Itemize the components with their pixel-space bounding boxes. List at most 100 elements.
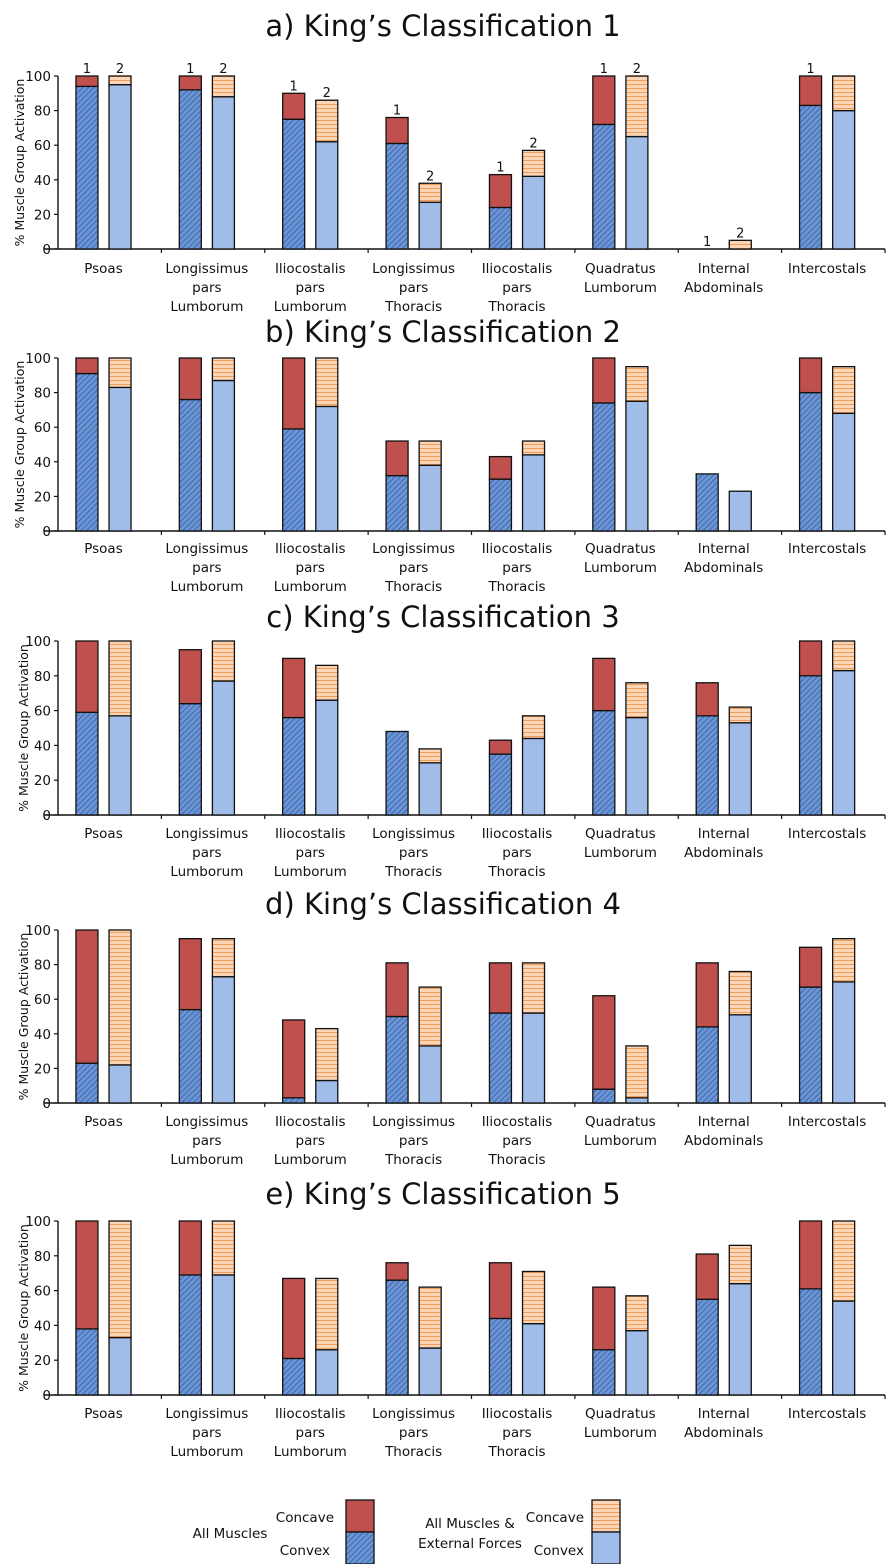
bar-convex-all-muscles (75, 1062, 99, 1104)
bar-convex-external-forces (315, 141, 339, 250)
y-tick-label: 60 (34, 138, 51, 154)
chart-title: a) King’s Classification 1 (265, 9, 620, 43)
x-category-label: Internal (698, 1406, 750, 1422)
bar-concave-all-muscles (695, 682, 719, 717)
x-category-label: pars (192, 1133, 221, 1149)
bar-concave-external-forces (832, 75, 856, 112)
x-category-label: Iliocostalis (275, 1114, 346, 1130)
x-category-label: pars (192, 1425, 221, 1441)
x-category-label: Thoracis (384, 1152, 442, 1168)
x-category-label: Lumborum (274, 1444, 347, 1460)
bar-concave-all-muscles (178, 938, 202, 1011)
x-category-label: Psoas (84, 541, 123, 557)
x-category-label: Lumborum (170, 1444, 243, 1460)
x-category-label: Thoracis (384, 864, 442, 880)
x-category-label: Abdominals (684, 1425, 763, 1441)
bar-convex-all-muscles (592, 1088, 616, 1104)
x-category-label: Thoracis (487, 299, 545, 315)
bar-convex-external-forces (728, 1014, 752, 1104)
x-category-label: Intercostals (788, 261, 866, 277)
bar-concave-all-muscles (592, 995, 616, 1090)
y-tick-label: 100 (25, 1214, 51, 1230)
bar-concave-all-muscles (488, 962, 513, 1014)
x-category-label: Lumborum (584, 1133, 657, 1149)
bar-label: 1 (290, 79, 298, 94)
bar-convex-external-forces (832, 1300, 856, 1396)
bar-convex-external-forces (521, 1323, 546, 1396)
bar-convex-all-muscles (695, 1026, 719, 1104)
legend-group-external-forces: External Forces (418, 1536, 522, 1552)
bar-concave-external-forces (315, 1027, 339, 1082)
x-category-label: Lumborum (170, 1152, 243, 1168)
x-category-label: pars (399, 560, 428, 576)
bar-convex-all-muscles (178, 1274, 202, 1396)
x-category-label: Abdominals (684, 845, 763, 861)
x-category-label: Thoracis (384, 1444, 442, 1460)
chart-panel-5: e) King’s Classification 5 % Muscle Group… (16, 1177, 886, 1460)
bar-concave-external-forces (418, 986, 442, 1047)
x-category-label: Iliocostalis (482, 1114, 553, 1130)
x-category-label: pars (502, 845, 531, 861)
bar-convex-external-forces (418, 464, 442, 532)
bar-concave-external-forces (211, 938, 236, 978)
x-category-label: pars (502, 1133, 531, 1149)
y-axis-label: % Muscle Group Activation (16, 644, 31, 812)
y-tick-label: 0 (42, 1388, 51, 1404)
y-tick-label: 60 (34, 420, 51, 436)
y-tick-label: 40 (34, 1027, 51, 1043)
x-category-label: Quadratus (585, 541, 656, 557)
chart-panel-2: b) King’s Classification 2 % Muscle Group… (12, 315, 886, 595)
x-category-label: Psoas (84, 1114, 123, 1130)
chart-panel-3: c) King’s Classification 3 % Muscle Group… (16, 600, 886, 880)
x-category-label: pars (296, 280, 325, 296)
bar-convex-external-forces (108, 715, 132, 816)
bar-convex-all-muscles (592, 1349, 616, 1396)
x-category-label: Thoracis (487, 1152, 545, 1168)
legend-group-external-forces: All Muscles & (425, 1516, 515, 1532)
x-category-label: Quadratus (585, 1406, 656, 1422)
bar-concave-external-forces (211, 1220, 236, 1276)
y-tick-label: 0 (42, 524, 51, 540)
x-category-label: Iliocostalis (482, 826, 553, 842)
bar-label: 1 (496, 161, 504, 176)
x-category-label: Longissimus (372, 541, 455, 557)
x-category-label: Thoracis (487, 579, 545, 595)
bar-concave-external-forces (521, 962, 546, 1014)
y-tick-label: 0 (42, 242, 51, 258)
chart-panel-1: a) King’s Classification 1 % Muscle Group… (12, 9, 886, 315)
legend-convex-label: Convex (280, 1543, 330, 1559)
x-category-label: Intercostals (788, 1114, 866, 1130)
bar-convex-all-muscles (385, 1279, 409, 1396)
bar-concave-external-forces (108, 640, 132, 717)
bar-label: 2 (633, 62, 641, 77)
bar-concave-external-forces (418, 748, 442, 764)
bar-concave-external-forces (315, 1277, 339, 1351)
bar-convex-all-muscles (178, 702, 202, 816)
y-tick-label: 20 (34, 1353, 51, 1369)
bar-convex-all-muscles (385, 474, 409, 532)
bar-convex-all-muscles (798, 1288, 823, 1396)
x-category-label: Abdominals (684, 560, 763, 576)
y-axis-label: % Muscle Group Activation (16, 933, 31, 1101)
bar-concave-external-forces (521, 715, 546, 740)
x-category-label: Iliocostalis (275, 261, 346, 277)
bar-concave-external-forces (832, 1220, 856, 1302)
bar-label: 1 (600, 62, 608, 77)
bar-convex-all-muscles (798, 986, 823, 1104)
x-category-label: Intercostals (788, 541, 866, 557)
bar-convex-all-muscles (178, 89, 202, 250)
bar-label: 1 (393, 104, 401, 119)
bar-concave-all-muscles (178, 75, 202, 91)
x-category-label: Iliocostalis (275, 826, 346, 842)
bar-convex-all-muscles (178, 398, 202, 532)
bar-convex-external-forces (728, 490, 752, 532)
y-tick-label: 80 (34, 386, 51, 402)
x-category-label: pars (399, 845, 428, 861)
y-tick-label: 80 (34, 1249, 51, 1265)
bar-convex-all-muscles (385, 1015, 409, 1104)
bar-concave-external-forces (418, 1286, 442, 1349)
bar-convex-all-muscles (798, 391, 823, 532)
x-category-label: Longissimus (372, 1114, 455, 1130)
bar-concave-external-forces (108, 357, 132, 389)
legend-convex-label: Convex (534, 1543, 584, 1559)
